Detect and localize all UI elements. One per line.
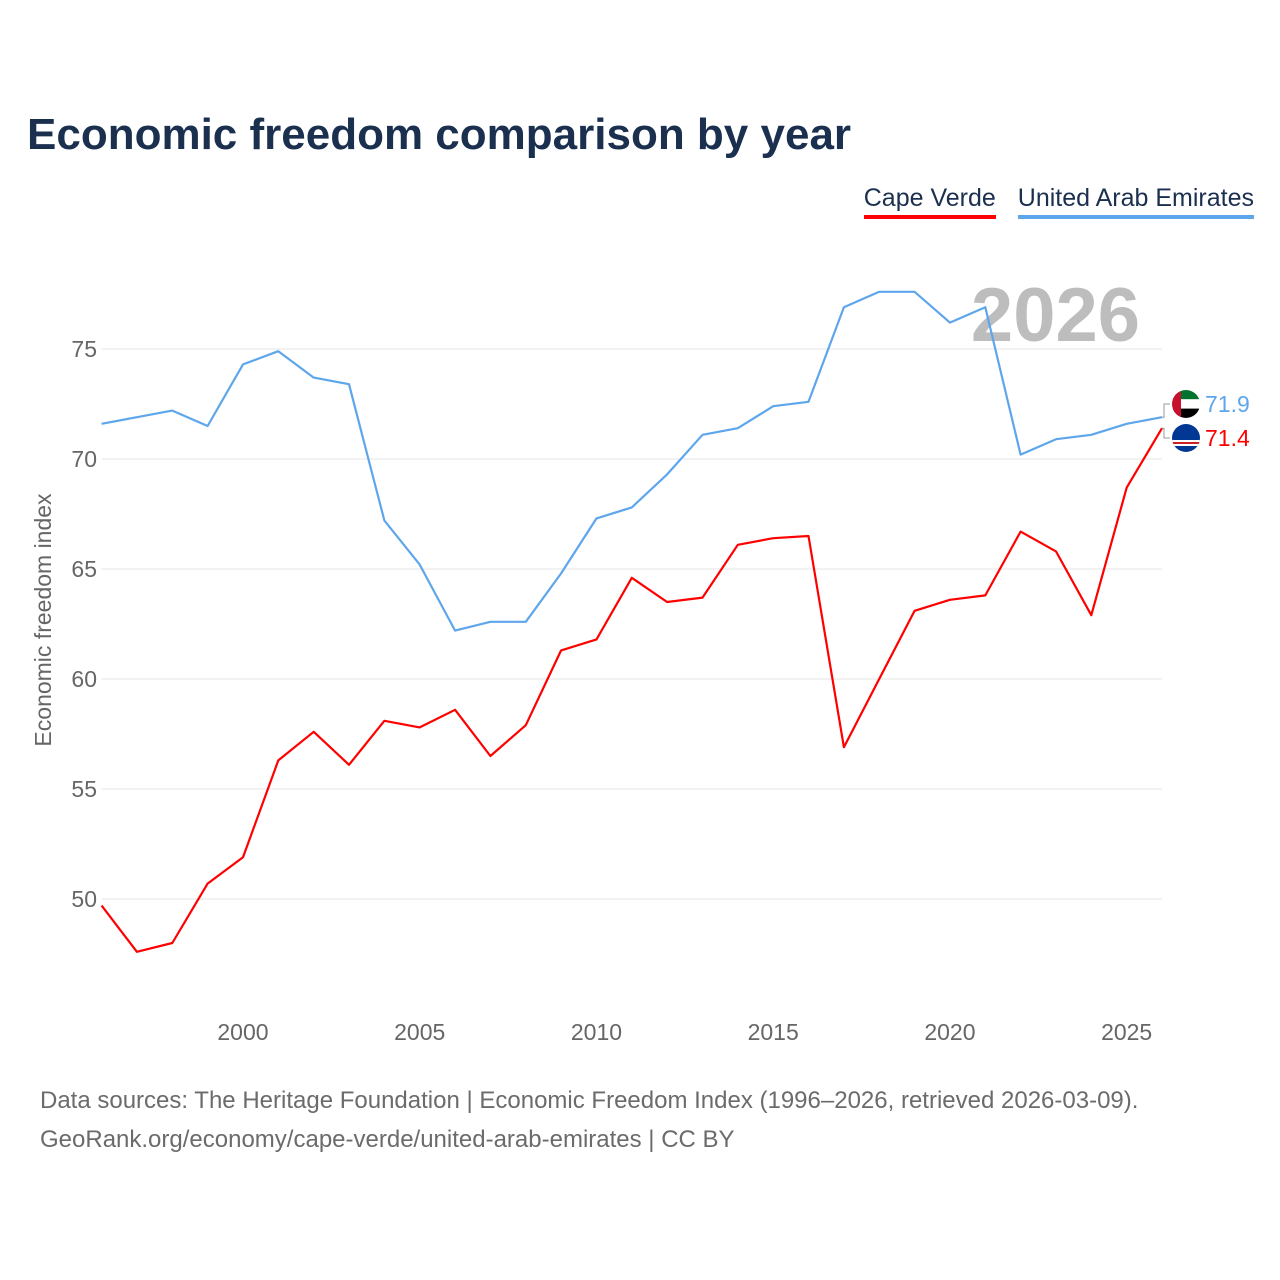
x-tick-label: 2025 [1101,1019,1152,1045]
x-tick-label: 2020 [924,1019,975,1045]
uae-flag-black [1172,408,1200,418]
year-watermark: 2026 [971,273,1140,358]
legend-item-cape-verde[interactable]: Cape Verde [863,184,996,219]
end-label-connector [1162,403,1170,418]
x-tick-label: 2000 [217,1019,268,1045]
cape-verde-flag-red [1172,442,1200,444]
legend-item-uae[interactable]: United Arab Emirates [1017,184,1254,219]
end-value-label-cape-verde: 71.4 [1205,425,1250,451]
y-tick-label: 50 [71,886,97,912]
y-tick-label: 75 [71,336,97,362]
y-tick-label: 70 [71,446,97,472]
cape-verde-flag-blue [1172,424,1200,452]
x-tick-label: 2010 [571,1019,622,1045]
footer-link[interactable]: GeoRank.org/economy/cape-verde/united-ar… [40,1126,735,1153]
uae-flag-white [1172,399,1200,409]
uae-flag-green [1172,390,1200,400]
y-tick-label: 55 [71,776,97,802]
y-tick-label: 65 [71,556,97,582]
y-tick-label: 60 [71,666,97,692]
footer-sources: Data sources: The Heritage Foundation | … [40,1087,1139,1114]
end-label-connector [1162,427,1170,439]
chart-title: Economic freedom comparison by year [27,110,852,159]
uae-flag-red [1172,390,1181,418]
x-tick-label: 2005 [394,1019,445,1045]
x-tick-label: 2015 [748,1019,799,1045]
legend: Cape Verde United Arab Emirates [863,184,1254,219]
series-line-uae [101,290,1163,632]
y-axis-label: Economic freedom index [30,493,56,747]
end-value-label-uae: 71.9 [1205,391,1250,417]
series-line-cape-verde [100,427,1163,953]
